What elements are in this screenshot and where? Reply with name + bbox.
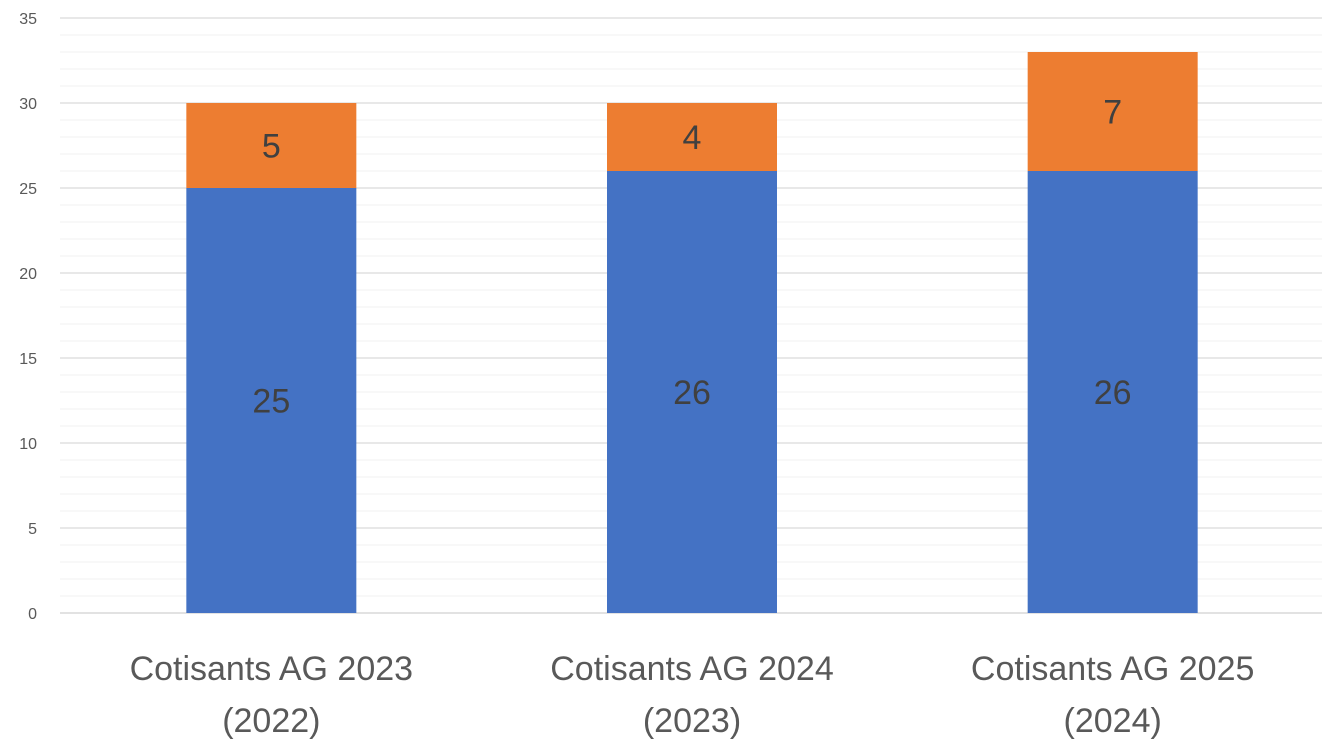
data-label: 26 [673, 374, 711, 412]
data-label: 7 [1103, 94, 1122, 132]
x-category-label: Cotisants AG 2025 [971, 650, 1255, 688]
data-label: 25 [252, 383, 290, 421]
y-tick-label: 10 [19, 436, 37, 453]
y-tick-label: 0 [28, 606, 37, 623]
bar-segment [1027, 52, 1198, 171]
x-category-label: Cotisants AG 2023 [130, 650, 414, 688]
bar-segment [607, 171, 777, 613]
data-label: 26 [1094, 374, 1132, 412]
y-tick-label: 30 [19, 96, 37, 113]
bar-segment [1027, 171, 1198, 613]
bar-segment [186, 188, 357, 613]
y-tick-label: 15 [19, 351, 37, 368]
data-label: 5 [262, 128, 281, 166]
y-tick-label: 35 [19, 11, 37, 28]
bar-segment [186, 103, 357, 188]
bar-segment [607, 103, 777, 171]
y-tick-label: 25 [19, 181, 37, 198]
x-category-label: (2022) [222, 702, 320, 740]
x-category-label: (2024) [1064, 702, 1162, 740]
x-category-label: Cotisants AG 2024 [550, 650, 834, 688]
y-tick-label: 20 [19, 266, 37, 283]
x-category-label: (2023) [643, 702, 741, 740]
y-tick-label: 5 [28, 521, 37, 538]
data-label: 4 [683, 119, 702, 157]
